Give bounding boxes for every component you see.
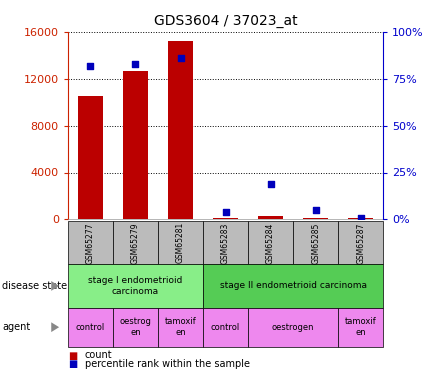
Point xyxy=(177,55,184,61)
Text: tamoxif
en: tamoxif en xyxy=(165,318,196,337)
Text: percentile rank within the sample: percentile rank within the sample xyxy=(85,359,250,369)
Bar xyxy=(258,216,283,219)
Text: oestrogen: oestrogen xyxy=(272,322,314,332)
Bar xyxy=(168,41,193,219)
Text: GSM65277: GSM65277 xyxy=(86,222,95,264)
Text: GSM65283: GSM65283 xyxy=(221,222,230,264)
Point xyxy=(132,61,139,67)
Text: disease state: disease state xyxy=(2,281,67,291)
Point xyxy=(87,63,94,69)
Point xyxy=(222,209,229,215)
Bar xyxy=(78,96,103,219)
Text: GSM65279: GSM65279 xyxy=(131,222,140,264)
Bar xyxy=(123,70,148,219)
Title: GDS3604 / 37023_at: GDS3604 / 37023_at xyxy=(154,14,297,28)
Text: control: control xyxy=(76,322,105,332)
Text: GSM65287: GSM65287 xyxy=(356,222,365,264)
Point xyxy=(267,181,274,187)
Text: GSM65284: GSM65284 xyxy=(266,222,275,264)
Text: tamoxif
en: tamoxif en xyxy=(345,318,377,337)
Text: ■: ■ xyxy=(68,359,77,369)
Text: agent: agent xyxy=(2,322,30,332)
Text: count: count xyxy=(85,351,112,360)
Text: stage I endometrioid
carcinoma: stage I endometrioid carcinoma xyxy=(88,276,183,296)
Text: GSM65281: GSM65281 xyxy=(176,222,185,263)
Text: oestrog
en: oestrog en xyxy=(120,318,152,337)
Bar xyxy=(213,217,238,219)
Text: control: control xyxy=(211,322,240,332)
Bar xyxy=(303,217,328,219)
Bar xyxy=(348,218,373,219)
Text: ■: ■ xyxy=(68,351,77,360)
Point xyxy=(357,214,364,220)
Text: GSM65285: GSM65285 xyxy=(311,222,320,264)
Point xyxy=(312,207,319,213)
Text: stage II endometrioid carcinoma: stage II endometrioid carcinoma xyxy=(219,281,367,290)
